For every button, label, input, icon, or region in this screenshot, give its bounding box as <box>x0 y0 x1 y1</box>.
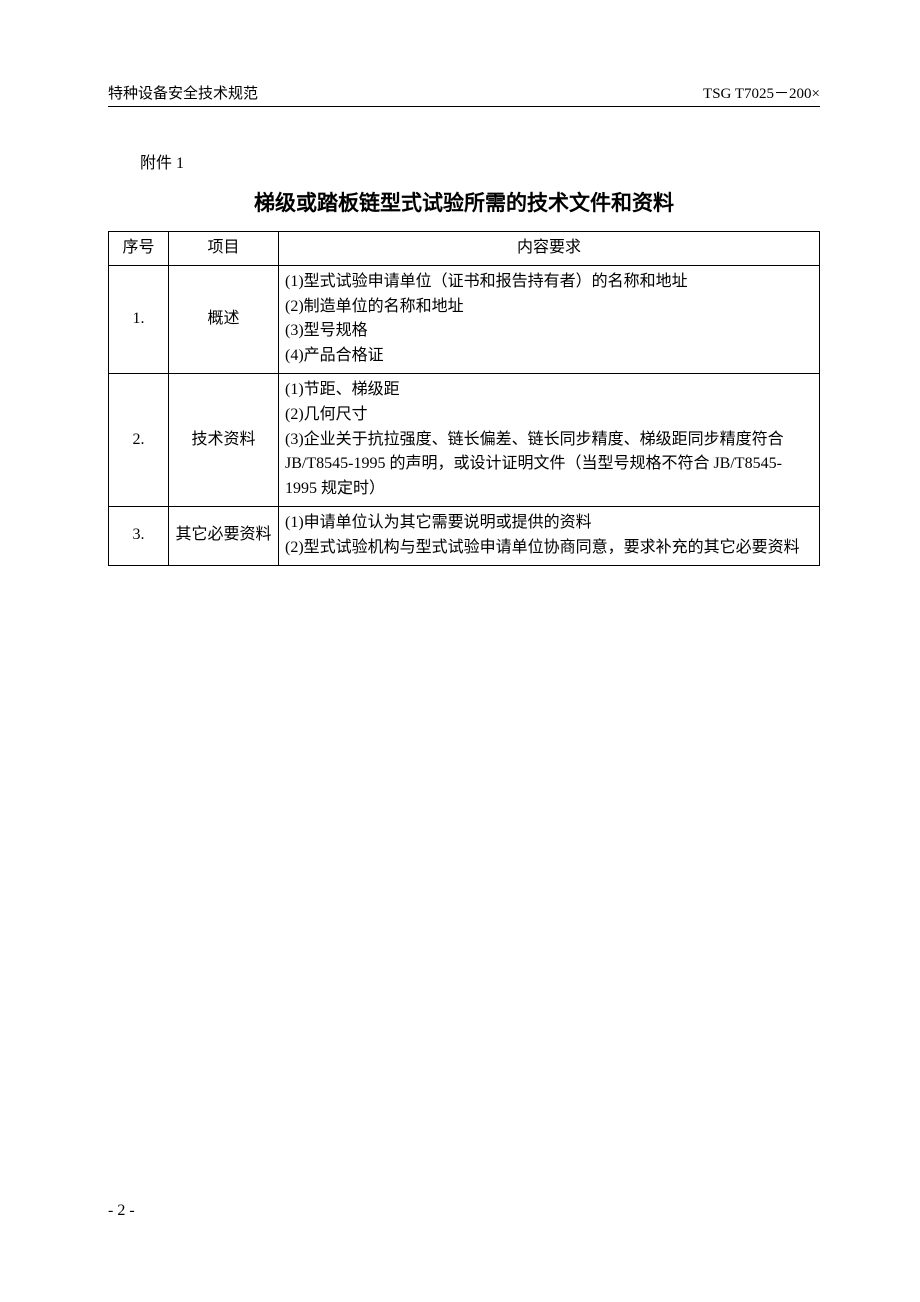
cell-seq: 2. <box>109 373 169 506</box>
attachment-label: 附件 1 <box>108 149 820 173</box>
table-row: 1. 概述 (1)型式试验申请单位（证书和报告持有者）的名称和地址 (2)制造单… <box>109 265 820 373</box>
cell-content: (1)型式试验申请单位（证书和报告持有者）的名称和地址 (2)制造单位的名称和地… <box>279 265 820 373</box>
cell-item: 技术资料 <box>169 373 279 506</box>
table-row: 2. 技术资料 (1)节距、梯级距 (2)几何尺寸 (3)企业关于抗拉强度、链长… <box>109 373 820 506</box>
document-page: 特种设备安全技术规范 TSG T7025－200× 附件 1 梯级或踏板链型式试… <box>0 0 920 566</box>
content-line: (3)型号规格 <box>285 319 813 344</box>
content-line: (3)企业关于抗拉强度、链长偏差、链长同步精度、梯级距同步精度符合 JB/T85… <box>285 428 813 502</box>
content-line: (4)产品合格证 <box>285 344 813 369</box>
content-line: (1)节距、梯级距 <box>285 378 813 403</box>
page-header: 特种设备安全技术规范 TSG T7025－200× <box>108 82 820 107</box>
cell-seq: 3. <box>109 506 169 565</box>
header-item: 项目 <box>169 232 279 266</box>
header-content: 内容要求 <box>279 232 820 266</box>
cell-seq: 1. <box>109 265 169 373</box>
content-line: (2)型式试验机构与型式试验申请单位协商同意，要求补充的其它必要资料 <box>285 536 813 561</box>
header-seq: 序号 <box>109 232 169 266</box>
document-title: 梯级或踏板链型式试验所需的技术文件和资料 <box>108 187 820 217</box>
table-body: 1. 概述 (1)型式试验申请单位（证书和报告持有者）的名称和地址 (2)制造单… <box>109 265 820 565</box>
cell-item: 其它必要资料 <box>169 506 279 565</box>
content-line: (2)几何尺寸 <box>285 403 813 428</box>
header-left-text: 特种设备安全技术规范 <box>108 82 258 103</box>
cell-content: (1)节距、梯级距 (2)几何尺寸 (3)企业关于抗拉强度、链长偏差、链长同步精… <box>279 373 820 506</box>
cell-item: 概述 <box>169 265 279 373</box>
requirements-table: 序号 项目 内容要求 1. 概述 (1)型式试验申请单位（证书和报告持有者）的名… <box>108 231 820 566</box>
content-line: (1)型式试验申请单位（证书和报告持有者）的名称和地址 <box>285 270 813 295</box>
page-number: - 2 - <box>108 1202 135 1220</box>
table-header-row: 序号 项目 内容要求 <box>109 232 820 266</box>
content-line: (1)申请单位认为其它需要说明或提供的资料 <box>285 511 813 536</box>
header-right-text: TSG T7025－200× <box>703 82 820 103</box>
cell-content: (1)申请单位认为其它需要说明或提供的资料 (2)型式试验机构与型式试验申请单位… <box>279 506 820 565</box>
table-row: 3. 其它必要资料 (1)申请单位认为其它需要说明或提供的资料 (2)型式试验机… <box>109 506 820 565</box>
content-line: (2)制造单位的名称和地址 <box>285 295 813 320</box>
